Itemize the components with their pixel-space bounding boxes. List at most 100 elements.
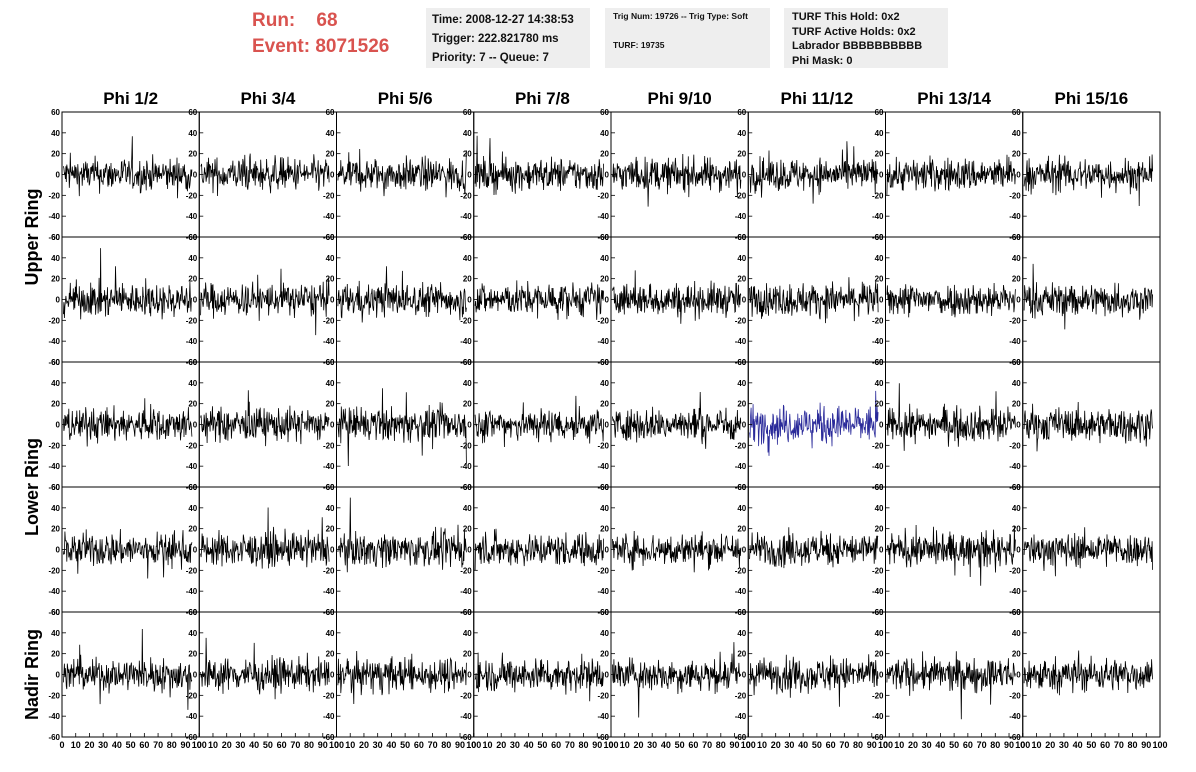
x-tick-label: 0 xyxy=(197,740,202,750)
y-tick-label: -20 xyxy=(872,441,884,450)
x-tick-label: 80 xyxy=(990,740,1000,750)
x-tick-label: 20 xyxy=(496,740,506,750)
y-tick-label: 40 xyxy=(326,254,335,263)
x-tick-label: 20 xyxy=(771,740,781,750)
turf-count-text: TURF: 19735 xyxy=(613,40,665,50)
waveform-trace-r1-c3 xyxy=(337,148,467,198)
x-tick-label: 100 xyxy=(603,740,618,750)
y-tick-label: 60 xyxy=(188,483,197,492)
x-tick-label: 60 xyxy=(1100,740,1110,750)
y-tick-label: -20 xyxy=(323,566,335,575)
x-tick-label: 70 xyxy=(702,740,712,750)
y-tick-label: 0 xyxy=(467,421,472,430)
x-tick-label: 40 xyxy=(112,740,122,750)
y-tick-label: -60 xyxy=(48,358,60,367)
y-tick-label: 20 xyxy=(875,525,884,534)
y-tick-label: -20 xyxy=(1009,191,1021,200)
y-tick-label: 0 xyxy=(1016,671,1021,680)
y-tick-label: -40 xyxy=(460,712,472,721)
y-tick-label: 60 xyxy=(875,233,884,242)
y-tick-label: 40 xyxy=(188,629,197,638)
y-tick-label: 20 xyxy=(737,525,746,534)
run-event-box: Run: 68 Event: 8071526 xyxy=(252,8,422,64)
y-tick-label: 60 xyxy=(875,358,884,367)
y-tick-label: 20 xyxy=(1012,525,1021,534)
y-tick-label: -60 xyxy=(323,733,335,742)
y-tick-label: 40 xyxy=(875,379,884,388)
y-tick-label: -40 xyxy=(186,212,198,221)
x-tick-label: 80 xyxy=(579,740,589,750)
x-tick-label: 50 xyxy=(1086,740,1096,750)
ring-label-2: Lower Ring xyxy=(22,438,42,536)
x-tick-label: 40 xyxy=(524,740,534,750)
y-tick-label: -40 xyxy=(48,587,60,596)
y-tick-label: 60 xyxy=(463,483,472,492)
y-tick-label: 40 xyxy=(326,379,335,388)
y-tick-label: 40 xyxy=(463,379,472,388)
x-tick-label: 40 xyxy=(661,740,671,750)
y-tick-label: -20 xyxy=(186,441,198,450)
y-tick-label: 60 xyxy=(875,608,884,617)
y-tick-label: 40 xyxy=(463,629,472,638)
y-tick-label: 20 xyxy=(1012,275,1021,284)
waveform-trace-r2-c3 xyxy=(337,266,467,323)
x-tick-label: 80 xyxy=(853,740,863,750)
y-tick-label: 40 xyxy=(1012,129,1021,138)
column-header-1: Phi 1/2 xyxy=(103,89,158,108)
waveform-trace-r5-c4 xyxy=(474,652,604,702)
y-tick-label: 40 xyxy=(463,129,472,138)
x-tick-label: 90 xyxy=(592,740,602,750)
x-tick-label: 10 xyxy=(482,740,492,750)
y-tick-label: 40 xyxy=(875,254,884,263)
y-tick-label: 0 xyxy=(879,296,884,305)
y-tick-label: 0 xyxy=(742,546,747,555)
y-tick-label: -20 xyxy=(735,191,747,200)
y-tick-label: -40 xyxy=(872,212,884,221)
waveform-trace-r3-c3 xyxy=(337,388,467,467)
y-tick-label: 40 xyxy=(1012,629,1021,638)
y-tick-label: 60 xyxy=(188,358,197,367)
x-tick-label: 60 xyxy=(414,740,424,750)
y-tick-label: 20 xyxy=(51,400,60,409)
waveform-trace-r4-c1 xyxy=(63,528,193,579)
y-tick-label: 40 xyxy=(51,254,60,263)
x-tick-label: 30 xyxy=(922,740,932,750)
y-tick-label: -20 xyxy=(460,691,472,700)
y-tick-label: 60 xyxy=(600,108,609,117)
y-tick-label: 0 xyxy=(605,421,610,430)
y-tick-label: -40 xyxy=(597,337,609,346)
y-tick-label: 40 xyxy=(875,129,884,138)
waveform-trace-r3-c8 xyxy=(1023,401,1153,452)
x-tick-label: 70 xyxy=(565,740,575,750)
y-tick-label: 40 xyxy=(1012,254,1021,263)
y-tick-label: -60 xyxy=(186,733,198,742)
y-tick-label: -40 xyxy=(323,712,335,721)
y-tick-label: -40 xyxy=(597,712,609,721)
x-tick-label: 70 xyxy=(428,740,438,750)
x-tick-label: 60 xyxy=(277,740,287,750)
y-tick-label: 60 xyxy=(737,358,746,367)
x-tick-label: 0 xyxy=(1020,740,1025,750)
y-tick-label: 0 xyxy=(467,671,472,680)
y-tick-label: 20 xyxy=(737,400,746,409)
x-tick-label: 60 xyxy=(139,740,149,750)
waveform-trace-r4-c8 xyxy=(1023,527,1153,577)
y-tick-label: -40 xyxy=(186,462,198,471)
y-tick-label: -20 xyxy=(48,566,60,575)
y-tick-label: 0 xyxy=(605,296,610,305)
y-tick-label: -40 xyxy=(460,587,472,596)
y-tick-label: 40 xyxy=(188,379,197,388)
y-tick-label: -60 xyxy=(597,733,609,742)
waveform-trace-r5-c8 xyxy=(1023,650,1153,696)
y-tick-label: 0 xyxy=(56,296,61,305)
y-tick-label: -40 xyxy=(735,587,747,596)
x-tick-label: 70 xyxy=(977,740,987,750)
y-tick-label: 40 xyxy=(326,504,335,513)
x-tick-label: 50 xyxy=(537,740,547,750)
y-tick-label: -20 xyxy=(48,441,60,450)
panel-frame-r3-c3 xyxy=(336,361,475,488)
y-tick-label: 20 xyxy=(51,150,60,159)
y-tick-label: -40 xyxy=(1009,712,1021,721)
y-tick-label: 0 xyxy=(330,296,335,305)
